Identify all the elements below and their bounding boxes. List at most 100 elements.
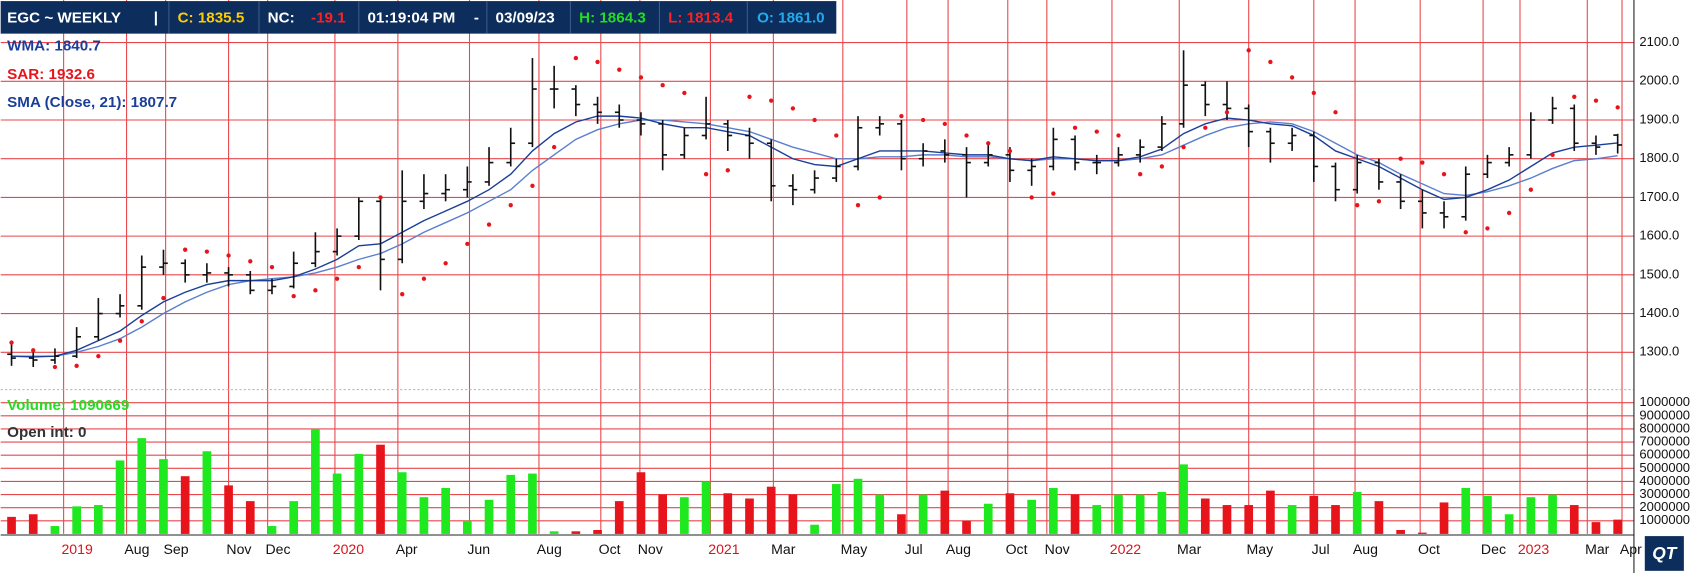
logo-box — [1644, 536, 1684, 571]
sar-dot — [1007, 148, 1013, 154]
sar-dot — [1181, 144, 1186, 150]
volume-bar — [354, 453, 364, 534]
x-tick-label: May — [841, 541, 869, 557]
sar-dot — [942, 121, 947, 127]
x-tick-label: Jun — [467, 541, 490, 557]
volume-bar — [115, 460, 125, 534]
x-tick-label: 2020 — [333, 541, 365, 557]
open-field: O: 1861.0 — [757, 9, 825, 26]
volume-bar — [419, 497, 429, 534]
volume-bar — [332, 473, 342, 534]
legend-wma: WMA: 1840.7 — [7, 38, 101, 55]
x-tick-label: May — [1247, 541, 1275, 557]
sar-dot — [52, 364, 58, 370]
sar-dot — [117, 338, 123, 343]
time-field: 01:19:04 PM — [367, 9, 455, 26]
volume-bar — [1591, 522, 1601, 534]
volume-tick-label: 8000000 — [1639, 420, 1690, 435]
y-tick-label: 1700.0 — [1639, 189, 1679, 204]
sar-dot — [378, 195, 383, 200]
volume-bar — [1504, 514, 1514, 534]
sar-dot — [421, 276, 427, 281]
volume-bar — [658, 494, 668, 534]
sar-dot — [1506, 210, 1512, 216]
sar-dot — [183, 247, 188, 252]
sar-dot — [465, 241, 470, 247]
volume-bar — [1049, 487, 1058, 534]
sar-dot — [1203, 125, 1208, 130]
volume-bar — [245, 501, 255, 534]
volume-bar — [1179, 464, 1188, 534]
volume-bar — [701, 481, 711, 534]
sar-dot — [725, 168, 730, 173]
x-tick-label: Mar — [1177, 541, 1202, 557]
sar-dot — [877, 195, 882, 200]
x-tick-label: 2023 — [1518, 541, 1550, 557]
sar-dot — [334, 276, 340, 281]
volume-bar — [831, 484, 841, 534]
volume-bar — [1070, 494, 1080, 534]
volume-bar — [875, 494, 885, 534]
sar-dot — [1051, 191, 1056, 196]
volume-bar — [1135, 494, 1145, 534]
sar-dot — [1138, 172, 1143, 177]
volume-bar — [1266, 490, 1275, 534]
sar-dot — [1550, 152, 1555, 158]
sar-dot — [1116, 133, 1121, 138]
sar-dot — [1224, 110, 1230, 115]
volume-bar — [1526, 497, 1536, 534]
close-field: C: 1835.5 — [178, 9, 245, 26]
volume-tick-label: 7000000 — [1639, 434, 1690, 449]
volume-bar — [1548, 494, 1557, 534]
volume-tick-label: 9000000 — [1639, 407, 1690, 422]
x-tick-label: Aug — [946, 541, 971, 557]
volume-bar — [1157, 491, 1167, 534]
sar-dot — [1593, 98, 1599, 103]
x-tick-label: Apr — [396, 541, 418, 557]
volume-bar — [1461, 487, 1471, 534]
volume-bar — [571, 531, 581, 534]
volume-bar — [940, 490, 950, 534]
volume-tick-label: 6000000 — [1639, 447, 1690, 462]
volume-bar — [506, 474, 516, 534]
sar-dot — [747, 94, 752, 99]
volume-bar — [1114, 494, 1123, 534]
sar-dot — [769, 98, 774, 103]
volume-tick-label: 4000000 — [1639, 473, 1690, 488]
sar-dot — [1072, 125, 1078, 130]
date-field: 03/09/23 — [496, 9, 555, 26]
sar-dot — [74, 363, 79, 368]
volume-bar — [311, 428, 320, 534]
volume-tick-label: 2000000 — [1639, 499, 1690, 514]
volume-bar — [180, 476, 190, 534]
x-tick-label: Dec — [265, 541, 290, 557]
x-tick-label: Mar — [1585, 541, 1610, 557]
x-tick-label: Oct — [599, 541, 621, 557]
volume-bar — [614, 501, 624, 534]
x-tick-label: 2019 — [61, 541, 93, 557]
sar-dot — [31, 348, 36, 353]
sar-dot — [1441, 172, 1447, 177]
x-tick-label: 2022 — [1110, 541, 1142, 557]
x-tick-label: Apr — [1620, 541, 1642, 557]
sar-dot — [1355, 203, 1360, 208]
x-tick-label: Jul — [1312, 541, 1330, 557]
sar-dot — [356, 264, 361, 270]
volume-bar — [7, 516, 16, 534]
volume-bar — [441, 487, 450, 534]
volume-bar — [50, 526, 60, 534]
sar-dot — [1311, 90, 1316, 96]
y-tick-label: 1400.0 — [1639, 305, 1679, 320]
sar-dot — [1463, 230, 1468, 235]
x-tick-label: Jul — [905, 541, 923, 557]
sar-dot — [530, 183, 535, 188]
sar-dot — [508, 203, 513, 208]
volume-tick-label: 3000000 — [1639, 486, 1690, 501]
volume-bar — [397, 472, 407, 534]
volume-bar — [1027, 499, 1036, 534]
sar-dot — [1159, 164, 1165, 169]
y-tick-label: 1300.0 — [1639, 344, 1679, 359]
volume-bar — [1309, 495, 1319, 534]
